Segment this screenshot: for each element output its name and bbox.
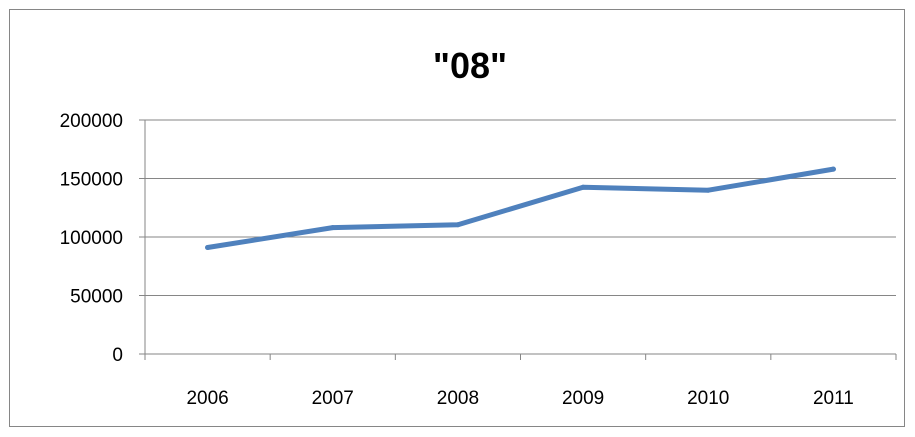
data-point	[455, 222, 461, 228]
x-tick-label: 2011	[813, 388, 854, 409]
data-point	[205, 245, 211, 251]
y-tick-label: 100000	[60, 228, 123, 249]
axes	[139, 119, 897, 360]
data-point	[705, 187, 711, 193]
x-tick-label: 2010	[687, 388, 729, 409]
x-tick-label: 2008	[437, 388, 479, 409]
chart-title: "08"	[433, 45, 507, 86]
series-layer	[205, 166, 836, 251]
tick-labels: 0 50000 100000 150000 200000 2006 2007 2008 2009…	[60, 111, 854, 409]
x-tick-label: 2007	[312, 388, 354, 409]
x-tick-label: 2006	[186, 388, 228, 409]
y-tick-label: 200000	[60, 111, 123, 132]
y-tick-label: 150000	[60, 170, 123, 191]
series-line	[205, 166, 836, 251]
x-tick-label: 2009	[562, 388, 604, 409]
data-point	[580, 184, 586, 190]
y-tick-label: 50000	[70, 287, 123, 308]
data-point	[330, 225, 336, 231]
y-tick-label: 0	[112, 345, 123, 366]
chart-frame	[9, 9, 905, 427]
data-point	[830, 166, 836, 172]
